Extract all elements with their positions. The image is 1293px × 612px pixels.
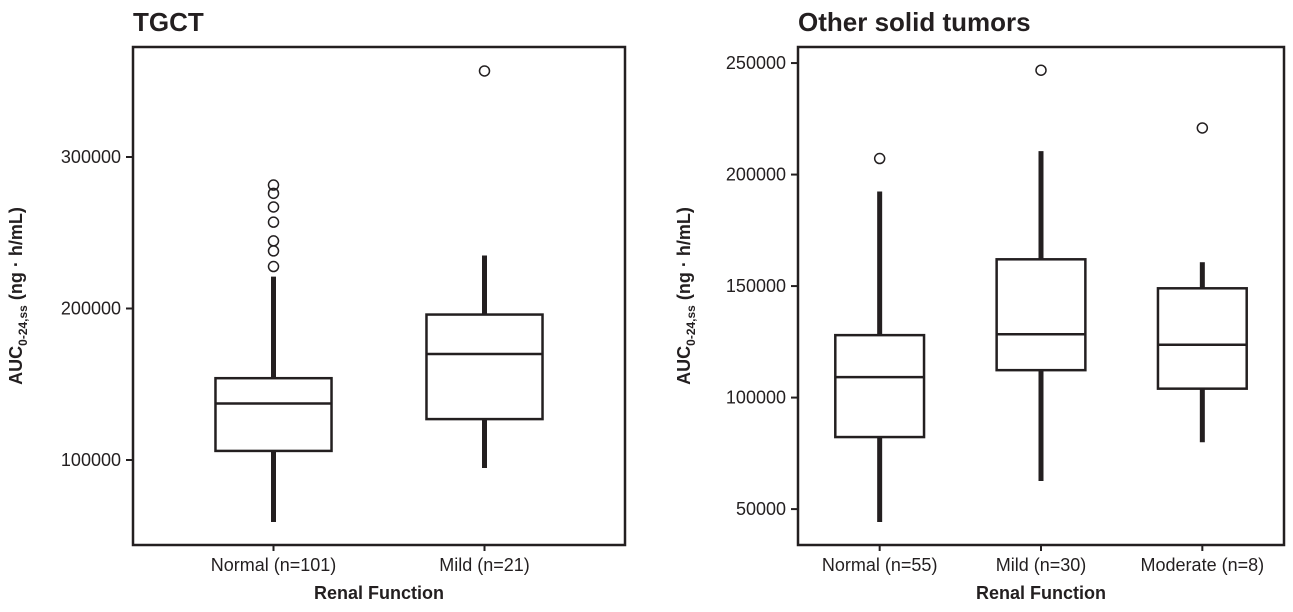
y-tick-label: 100000	[726, 388, 786, 408]
y-tick-label: 100000	[61, 450, 121, 470]
outlier	[1035, 64, 1047, 76]
box	[1156, 287, 1248, 390]
panel: TGCT 100000 200000 300000 Normal (n=101) Mild…	[6, 7, 627, 603]
y-label-unit: (ng · h/mL)	[6, 207, 26, 305]
outlier	[267, 179, 280, 191]
box	[995, 258, 1087, 372]
outlier	[267, 216, 280, 228]
x-axis-label: Renal Function	[976, 583, 1106, 603]
x-tick-label: Mild (n=30)	[996, 555, 1087, 575]
box	[834, 333, 926, 439]
panel-title: TGCT	[133, 7, 204, 37]
y-tick-label: 300000	[61, 147, 121, 167]
y-label-sub: 0-24,ss	[684, 305, 698, 346]
y-axis-label: AUC0-24,ss (ng · h/mL)	[6, 207, 30, 385]
y-tick-label: 250000	[726, 53, 786, 73]
outlier	[267, 235, 280, 247]
y-tick-label: 200000	[61, 298, 121, 318]
outlier	[478, 65, 491, 77]
y-tick-label: 200000	[726, 165, 786, 185]
outlier	[267, 201, 280, 213]
box	[425, 313, 544, 421]
x-tick-label: Mild (n=21)	[439, 555, 530, 575]
x-tick-label: Moderate (n=8)	[1141, 555, 1265, 575]
box	[214, 376, 333, 453]
x-tick-label: Normal (n=101)	[211, 555, 337, 575]
x-axis-label: Renal Function	[314, 583, 444, 603]
panel-title: Other solid tumors	[798, 7, 1031, 37]
y-label-unit: (ng · h/mL)	[674, 207, 694, 305]
outlier	[873, 152, 886, 165]
outlier	[267, 245, 280, 257]
y-tick-label: 50000	[736, 499, 786, 519]
y-label-main: AUC	[6, 346, 26, 385]
plot-frame	[131, 45, 627, 547]
y-tick-label: 150000	[726, 276, 786, 296]
y-axis-label: AUC0-24,ss (ng · h/mL)	[674, 207, 698, 385]
outlier	[267, 187, 280, 200]
outlier	[1196, 122, 1209, 134]
y-label-sub: 0-24,ss	[16, 305, 30, 346]
outlier	[267, 260, 280, 273]
x-tick-label: Normal (n=55)	[822, 555, 938, 575]
y-label-main: AUC	[674, 346, 694, 385]
panel: Other solid tumors 50000 100000 150000 20000…	[674, 7, 1286, 603]
